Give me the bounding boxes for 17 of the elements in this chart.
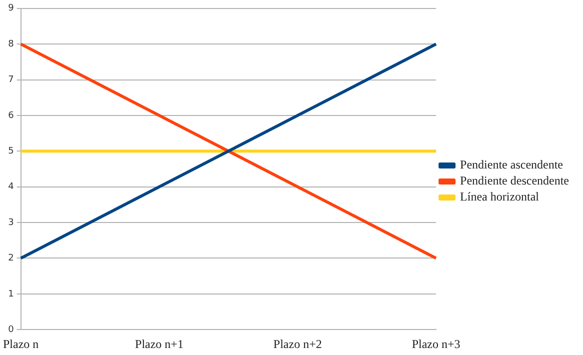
x-tick-label: Plazo n+2 (273, 336, 322, 351)
legend-label: Pendiente descendente (460, 174, 570, 188)
legend-label: Pendiente ascendente (460, 158, 564, 172)
y-tick-label: 6 (8, 110, 14, 121)
legend-label: Línea horizontal (460, 190, 540, 204)
x-tick-label: Plazo n+1 (135, 336, 184, 351)
y-tick-label: 2 (8, 254, 14, 264)
y-tick-label: 0 (8, 324, 14, 335)
y-tick-label: 5 (8, 146, 14, 156)
y-tick-label: 1 (8, 289, 14, 300)
y-tick-label: 3 (8, 218, 14, 228)
y-tick-label: 7 (8, 75, 14, 86)
y-tick-label: 4 (8, 182, 14, 192)
x-tick-label: Plazo n+3 (412, 336, 460, 351)
x-tick-label: Plazo n (2, 336, 39, 351)
y-tick-label: 8 (8, 39, 14, 50)
y-tick-label: 9 (8, 4, 14, 14)
